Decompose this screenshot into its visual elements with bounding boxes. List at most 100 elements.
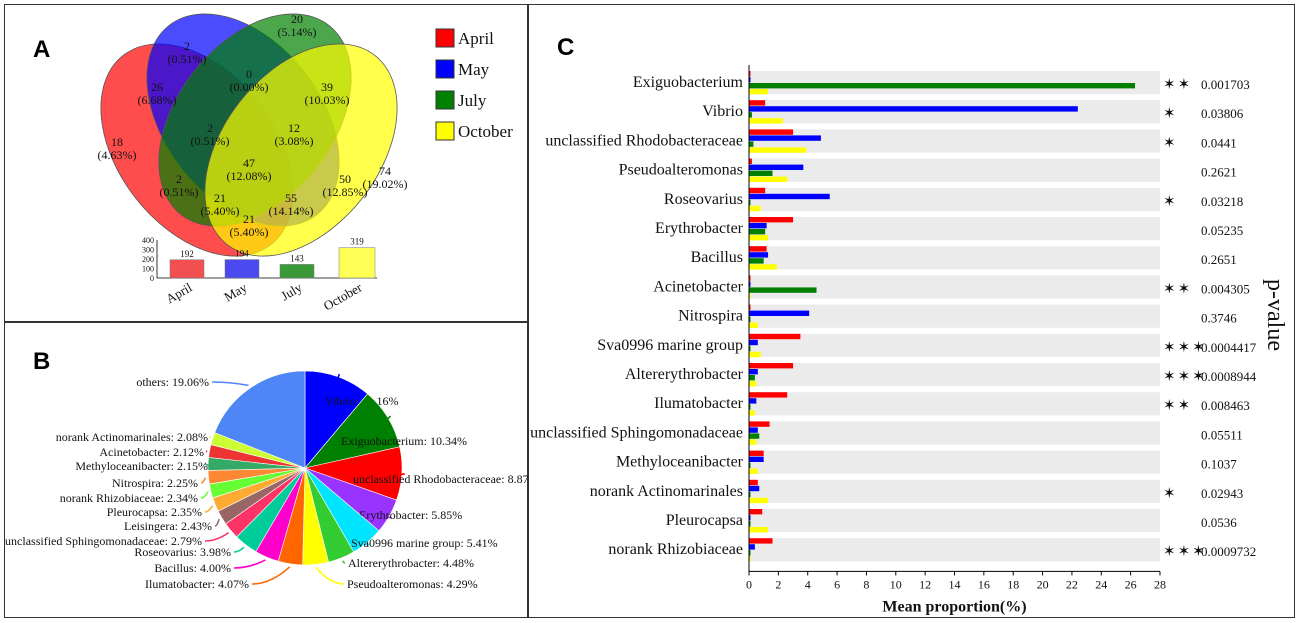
category-label-6: Bacillus (691, 249, 743, 266)
row-background-10 (749, 363, 1160, 387)
pie-label-13: norank Rhizobiaceae: 2.34% (60, 491, 198, 505)
pie-label-12: Pleurocapsa: 2.35% (107, 505, 202, 519)
inset-ytick-0: 0 (150, 274, 154, 283)
pie-label-5: Altererythrobacter: 4.48% (348, 556, 474, 570)
bar-16-april (749, 538, 773, 544)
inset-bar-july (279, 264, 315, 279)
significance-stars-1: ✶ (1163, 106, 1178, 122)
bar-10-april (749, 363, 794, 369)
pie-leader-0 (321, 373, 341, 402)
bar-5-october (749, 235, 769, 241)
venn-pct-may_october: (12.85%) (323, 185, 368, 199)
pie-leader-17 (209, 436, 212, 439)
c-xtick-6: 6 (834, 577, 840, 591)
pie-label-9: Roseovarius: 3.98% (134, 545, 231, 559)
venn-legend: April May July October (435, 28, 513, 141)
row-background-3 (749, 158, 1160, 182)
pie-label-14: Nitrospira: 2.25% (112, 476, 198, 490)
pie-leader-12 (204, 505, 214, 513)
venn-count-april_july_october: 55 (285, 191, 297, 205)
inset-value-may: 194 (235, 249, 249, 259)
bar-14-july (749, 491, 751, 498)
legend-swatch-october (435, 121, 455, 141)
category-label-1: Vibrio (702, 103, 743, 120)
pie-leader-2 (349, 473, 405, 480)
bar-13-may (749, 456, 764, 462)
inset-bar-may (224, 259, 260, 279)
significance-stars-7: ✶✶ (1163, 281, 1192, 297)
legend-label-may: May (458, 60, 490, 79)
bar-5-april (749, 217, 794, 223)
venn-count-april_october: 21 (243, 212, 255, 226)
venn-count-april_only: 18 (111, 135, 123, 149)
bar-10-july (749, 375, 755, 381)
pie-leader-9 (233, 546, 245, 553)
p-value-4: 0.03218 (1201, 194, 1243, 209)
c-xtick-0: 0 (746, 577, 752, 591)
bar-3-may (749, 164, 804, 170)
venn-count-april_july: 2 (176, 172, 182, 186)
bar-9-october (749, 351, 761, 358)
bar-4-october (749, 205, 761, 212)
bar-7-april (749, 275, 751, 281)
bar-12-october (749, 439, 757, 445)
pie-leader-18 (211, 381, 249, 387)
bar-1-april (749, 100, 766, 106)
panel-b-svg: B Vibrio: 11.16%Exiguobacterium: 10.34%u… (5, 348, 529, 591)
legend-label-april: April (458, 29, 494, 48)
c-xtick-14: 14 (949, 577, 961, 591)
row-background-9 (749, 333, 1160, 357)
pie-leader-1 (337, 415, 392, 442)
legend-label-october: October (458, 122, 513, 141)
venn-count-all: 47 (243, 156, 255, 170)
venn-pct-april_july: (0.51%) (160, 185, 199, 199)
p-value-15: 0.0536 (1201, 515, 1237, 530)
pie-leader-14 (200, 477, 207, 484)
venn-pct-april_only: (4.63%) (98, 148, 137, 162)
venn-count-may_july: 0 (246, 67, 252, 81)
venn-pct-may_july: (0.00%) (230, 80, 269, 94)
panel-b: B Vibrio: 11.16%Exiguobacterium: 10.34%u… (4, 322, 529, 618)
category-label-0: Exiguobacterium (633, 74, 744, 91)
pie-label-8: Bacillus: 4.00% (154, 561, 231, 575)
p-value-16: 0.0009732 (1201, 544, 1256, 559)
category-label-15: Pleurocapsa (666, 512, 743, 529)
venn-pct-may_only: (0.51%) (168, 52, 207, 66)
p-value-12: 0.05511 (1201, 427, 1243, 442)
bar-0-october (749, 89, 769, 95)
row-background-0 (749, 71, 1160, 95)
bar-8-july (749, 316, 751, 322)
bar-16-may (749, 544, 755, 550)
bar-4-april (749, 187, 766, 194)
category-label-3: Pseudoalteromonas (619, 162, 743, 179)
bar-4-july (749, 199, 751, 206)
venn-count-october_only: 74 (379, 164, 391, 178)
significance-stars-16: ✶✶✶ (1163, 544, 1207, 560)
pie-leader-15 (204, 463, 212, 467)
c-xtick-26: 26 (1125, 577, 1137, 591)
p-value-2: 0.0441 (1201, 135, 1237, 150)
bar-12-april (749, 421, 770, 427)
bar-6-july (749, 258, 764, 264)
pie-leader-10 (204, 531, 230, 542)
c-xtick-2: 2 (775, 577, 781, 591)
bar-15-october (749, 527, 769, 533)
category-label-2: unclassified Rhodobacteraceae (545, 132, 743, 149)
bar-6-october (749, 264, 777, 270)
bar-7-may (749, 281, 751, 287)
legend-swatch-may (435, 59, 455, 79)
inset-bar-october (338, 247, 376, 279)
bar-6-may (749, 252, 769, 258)
bar-14-october (749, 497, 769, 504)
inset-xtick-april: April (163, 279, 195, 306)
bar-12-july (749, 433, 760, 439)
inset-xtick-october: October (321, 279, 365, 313)
pie-label-10: unclassified Sphingomonadaceae: 2.79% (5, 534, 202, 548)
pie-label-15: Methyloceanibacter: 2.15% (75, 459, 208, 473)
venn-count-may_october: 50 (339, 172, 351, 186)
bar-0-april (749, 71, 751, 77)
c-xtick-24: 24 (1095, 577, 1107, 591)
c-xtick-16: 16 (978, 577, 990, 591)
inset-ytick-300: 300 (142, 246, 154, 255)
row-background-14 (749, 479, 1160, 503)
